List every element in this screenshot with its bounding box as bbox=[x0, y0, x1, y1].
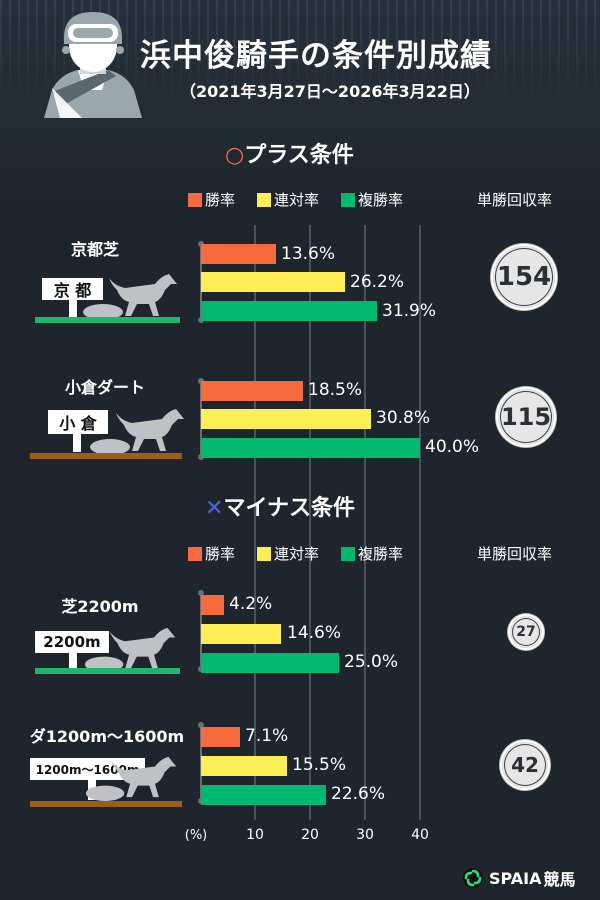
tick-40: 40 bbox=[411, 827, 429, 843]
horse-icon bbox=[84, 627, 176, 672]
signboard: 1200m～1600m bbox=[30, 758, 145, 780]
jockey-icon bbox=[44, 12, 142, 118]
cross-mark-icon: ✕ bbox=[205, 496, 224, 521]
signboard: 小 倉 bbox=[48, 410, 108, 434]
dirt-ground bbox=[30, 801, 182, 807]
roi-badge: 154 bbox=[491, 244, 557, 310]
legend-minus: 勝率 連対率 複勝率 bbox=[188, 543, 403, 564]
date-range: （2021年3月27日～2026年3月22日） bbox=[180, 82, 480, 101]
circle-mark-icon: ○ bbox=[225, 143, 245, 168]
show-rate-value: 31.9% bbox=[382, 301, 437, 321]
dirt-mile-illustration: 1200m～1600m bbox=[30, 755, 182, 810]
gridline-40 bbox=[419, 225, 421, 820]
win-rate-swatch bbox=[188, 192, 202, 207]
kokura-dirt-illustration: 小 倉 bbox=[30, 405, 184, 460]
horse-icon bbox=[90, 409, 184, 455]
tick-10: 10 bbox=[246, 827, 264, 843]
sign-post bbox=[73, 434, 81, 452]
show-rate-bar bbox=[201, 785, 326, 805]
plus-section-title: ○プラス条件 bbox=[225, 143, 354, 168]
dirt-ground bbox=[30, 453, 182, 459]
show-rate-swatch bbox=[341, 546, 356, 561]
condition-label: 京都芝 bbox=[70, 240, 119, 259]
show-rate-value: 22.6% bbox=[331, 784, 386, 804]
spaia-logo-icon bbox=[463, 868, 483, 888]
tick-30: 30 bbox=[356, 827, 374, 843]
gridline-30 bbox=[364, 225, 366, 820]
quinella-rate-bar bbox=[201, 756, 287, 776]
quinella-rate-bar bbox=[201, 624, 281, 644]
quinella-rate-swatch bbox=[257, 192, 272, 207]
win-rate-bar bbox=[201, 244, 276, 264]
brand-logo: SPAIA 競馬 bbox=[462, 866, 576, 890]
brand-suffix: 競馬 bbox=[543, 870, 576, 889]
quinella-rate-value: 14.6% bbox=[287, 623, 342, 643]
roi-badge: 42 bbox=[500, 740, 550, 790]
quinella-rate-value: 30.8% bbox=[376, 408, 431, 428]
win-rate-value: 4.2% bbox=[229, 594, 273, 614]
win-rate-bar bbox=[201, 727, 240, 747]
turf-ground bbox=[35, 317, 180, 323]
minus-section-title: ✕マイナス条件 bbox=[205, 496, 355, 521]
show-rate-value: 40.0% bbox=[425, 437, 480, 457]
axis-dot bbox=[198, 722, 204, 728]
show-rate-bar bbox=[201, 438, 420, 458]
horse-icon bbox=[83, 274, 177, 320]
win-rate-value: 7.1% bbox=[245, 726, 289, 746]
condition-label: ダ1200m～1600m bbox=[29, 727, 185, 746]
quinella-rate-swatch bbox=[257, 546, 272, 561]
roi-header-plus: 単勝回収率 bbox=[477, 191, 553, 209]
show-rate-value: 25.0% bbox=[344, 652, 399, 672]
legend-plus: 勝率 連対率 複勝率 bbox=[188, 189, 403, 210]
horse-icon bbox=[85, 756, 177, 801]
axis-unit: (%) bbox=[184, 828, 208, 843]
tick-20: 20 bbox=[301, 827, 319, 843]
brand-name: SPAIA bbox=[489, 868, 542, 888]
sign-post bbox=[69, 300, 77, 318]
win-rate-bar bbox=[201, 595, 224, 615]
turf-2200-illustration: 2200m bbox=[35, 627, 180, 678]
quinella-rate-bar bbox=[201, 272, 345, 292]
gridline-10 bbox=[254, 225, 256, 820]
condition-label: 小倉ダート bbox=[64, 378, 145, 397]
gridline-20 bbox=[309, 225, 311, 820]
axis-dot bbox=[198, 590, 204, 596]
kyoto-turf-illustration: 京 都 bbox=[35, 270, 180, 325]
show-rate-bar bbox=[201, 301, 377, 321]
win-rate-swatch bbox=[188, 546, 202, 561]
page-title: 浜中俊騎手の条件別成績 bbox=[140, 38, 492, 74]
win-rate-bar bbox=[201, 381, 303, 401]
turf-ground bbox=[35, 668, 180, 674]
show-rate-bar bbox=[201, 653, 339, 673]
win-rate-value: 18.5% bbox=[308, 380, 363, 400]
quinella-rate-bar bbox=[201, 409, 371, 429]
roi-badge: 27 bbox=[508, 614, 544, 650]
quinella-rate-value: 15.5% bbox=[292, 755, 347, 775]
signboard: 京 都 bbox=[42, 278, 103, 300]
show-rate-swatch bbox=[341, 192, 356, 207]
condition-label: 芝2200m bbox=[61, 597, 139, 616]
sign-post bbox=[69, 653, 77, 669]
roi-badge: 115 bbox=[496, 387, 556, 447]
quinella-rate-value: 26.2% bbox=[350, 272, 405, 292]
signboard: 2200m bbox=[35, 631, 109, 653]
roi-header-minus: 単勝回収率 bbox=[477, 545, 553, 563]
win-rate-value: 13.6% bbox=[281, 244, 336, 264]
